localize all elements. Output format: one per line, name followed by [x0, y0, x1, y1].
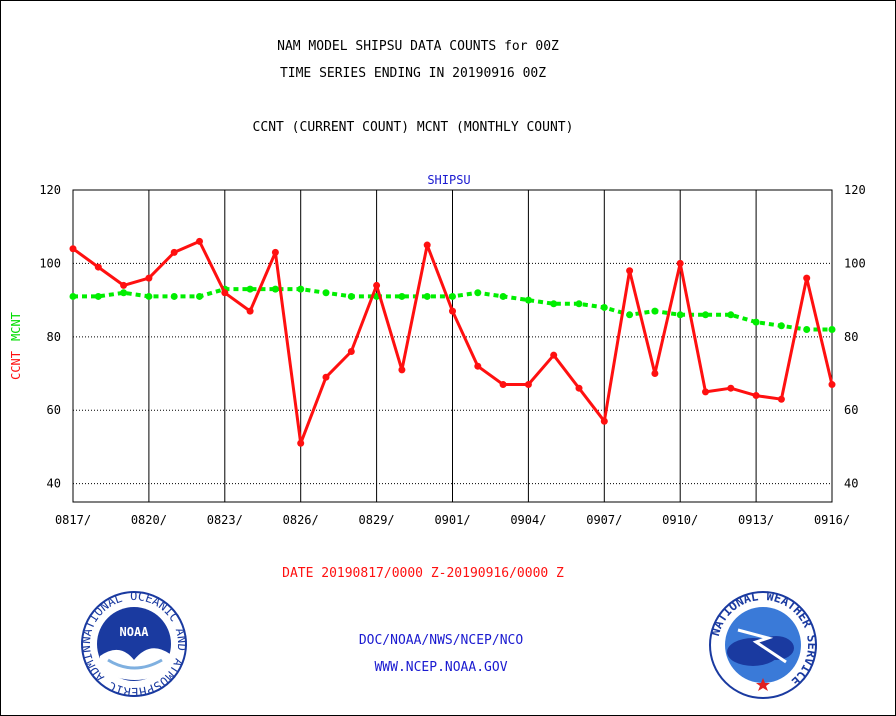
x-tick-label: 0907/: [586, 513, 622, 527]
data-point-mcnt: [246, 285, 254, 293]
y-tick-label-left: 80: [47, 330, 61, 344]
data-point-ccnt: [727, 384, 735, 392]
ticks-layer: 0817/0820/0823/0826/0829/0901/0904/0907/…: [39, 183, 865, 527]
data-point-mcnt: [449, 292, 456, 300]
chart-title: SHIPSU: [427, 173, 470, 187]
x-tick-label: 0817/: [55, 513, 91, 527]
data-point-ccnt: [752, 392, 760, 400]
data-point-ccnt: [170, 248, 178, 256]
y-tick-label-left: 100: [39, 256, 61, 270]
data-point-ccnt: [373, 281, 381, 289]
data-point-ccnt: [120, 281, 128, 289]
data-point-ccnt: [347, 348, 355, 356]
x-tick-label: 0901/: [434, 513, 470, 527]
y-tick-label-left: 120: [39, 183, 61, 197]
x-tick-label: 0904/: [510, 513, 546, 527]
y-axis-label: CCNT MCNT: [9, 312, 23, 380]
data-point-ccnt: [398, 366, 406, 374]
chart-heading-line2: TIME SERIES ENDING IN 20190916 00Z: [279, 66, 547, 81]
data-point-mcnt: [727, 311, 735, 319]
data-point-ccnt: [651, 370, 659, 378]
data-point-mcnt: [423, 292, 431, 300]
data-point-ccnt: [94, 263, 102, 271]
data-point-ccnt: [322, 373, 330, 381]
data-point-ccnt: [777, 395, 785, 403]
y-tick-label-right: 120: [844, 183, 866, 197]
x-tick-label: 0916/: [814, 513, 850, 527]
chart-heading-line3: CCNT (CURRENT COUNT) MCNT (MONTHLY COUNT…: [252, 120, 574, 135]
data-point-mcnt: [777, 322, 785, 330]
data-point-mcnt: [550, 300, 558, 308]
data-point-mcnt: [271, 285, 279, 293]
data-point-mcnt: [626, 311, 634, 319]
data-point-ccnt: [803, 274, 811, 282]
org-label: DOC/NOAA/NWS/NCEP/NCO: [358, 633, 524, 648]
date-range-label: DATE 20190817/0000 Z-20190916/0000 Z: [282, 566, 564, 581]
y-axis-label-ccnt: CCNT: [9, 351, 23, 380]
data-point-ccnt: [271, 248, 279, 256]
data-point-mcnt: [676, 311, 684, 319]
data-point-mcnt: [297, 285, 305, 293]
data-point-ccnt: [499, 381, 507, 389]
data-point-ccnt: [196, 237, 203, 245]
data-point-mcnt: [499, 292, 507, 300]
y-tick-label-right: 100: [844, 256, 866, 270]
y-tick-label-right: 60: [844, 403, 858, 417]
data-point-mcnt: [803, 325, 811, 333]
data-point-ccnt: [423, 241, 431, 249]
data-point-mcnt: [322, 289, 330, 297]
website-link[interactable]: WWW.NCEP.NOAA.GOV: [374, 660, 508, 675]
data-point-ccnt: [828, 381, 836, 389]
noaa-logo: NATIONAL OCEANIC AND ATMOSPHERIC ADMINIS…: [80, 590, 188, 698]
data-point-mcnt: [702, 311, 709, 319]
x-tick-label: 0910/: [662, 513, 698, 527]
data-point-ccnt: [600, 417, 608, 425]
data-point-ccnt: [297, 439, 305, 447]
data-point-mcnt: [120, 289, 128, 297]
data-point-ccnt: [626, 267, 634, 275]
x-tick-label: 0823/: [207, 513, 243, 527]
data-point-ccnt: [246, 307, 254, 315]
y-tick-label-left: 40: [47, 477, 61, 491]
data-point-mcnt: [828, 325, 836, 333]
data-point-ccnt: [524, 381, 532, 389]
data-point-mcnt: [69, 292, 77, 300]
x-tick-label: 0913/: [738, 513, 774, 527]
data-point-ccnt: [221, 289, 229, 297]
data-point-mcnt: [524, 296, 532, 304]
data-point-ccnt: [550, 351, 558, 359]
data-point-mcnt: [347, 292, 355, 300]
data-point-mcnt: [170, 292, 178, 300]
nws-logo: NATIONAL WEATHER SERVICE: [708, 590, 818, 699]
data-point-mcnt: [474, 289, 482, 297]
data-point-mcnt: [651, 307, 659, 315]
data-point-mcnt: [575, 300, 583, 308]
data-point-mcnt: [752, 318, 760, 326]
data-point-ccnt: [575, 384, 583, 392]
data-point-mcnt: [196, 292, 203, 300]
y-tick-label-left: 60: [47, 403, 61, 417]
data-point-ccnt: [702, 388, 709, 396]
data-point-ccnt: [145, 274, 153, 282]
chart-heading-line1: NAM MODEL SHIPSU DATA COUNTS for 00Z: [277, 39, 559, 54]
data-point-ccnt: [676, 259, 684, 267]
data-point-ccnt: [449, 307, 456, 315]
data-point-mcnt: [600, 303, 608, 311]
data-point-mcnt: [398, 292, 406, 300]
y-axis-label-mcnt: MCNT: [9, 312, 23, 341]
x-tick-label: 0829/: [359, 513, 395, 527]
x-tick-label: 0820/: [131, 513, 167, 527]
data-point-mcnt: [94, 292, 102, 300]
y-tick-label-right: 40: [844, 477, 858, 491]
grid-layer: [72, 189, 833, 503]
data-point-ccnt: [474, 362, 482, 370]
x-tick-label: 0826/: [283, 513, 319, 527]
series-layer: [69, 237, 836, 447]
noaa-logo-text: NOAA: [120, 625, 150, 639]
data-point-mcnt: [145, 292, 153, 300]
y-tick-label-right: 80: [844, 330, 858, 344]
data-point-ccnt: [69, 245, 77, 253]
